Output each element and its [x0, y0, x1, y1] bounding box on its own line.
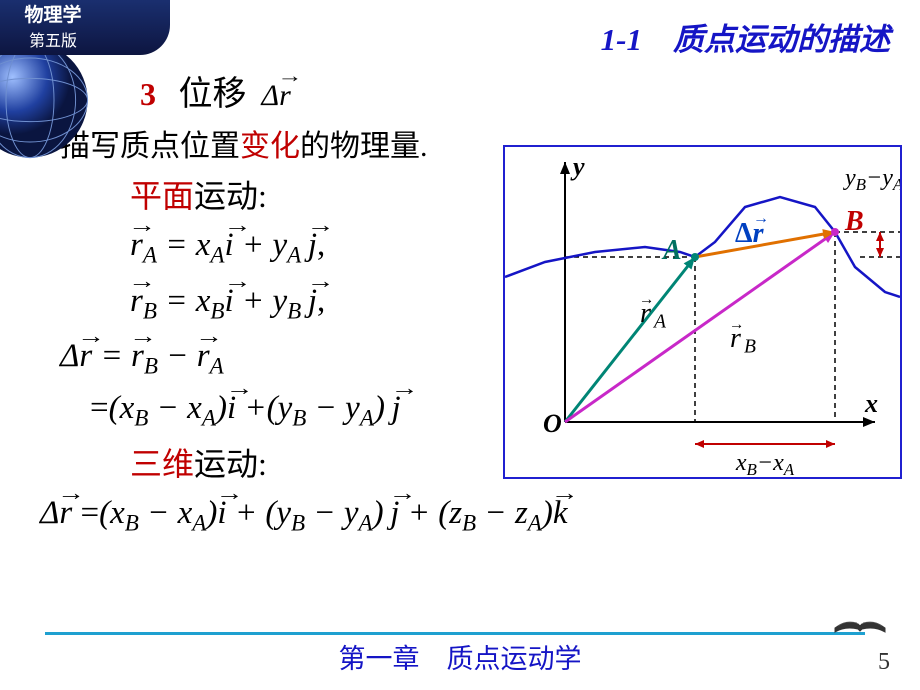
three-red: 三维 — [130, 446, 194, 482]
svg-text:B: B — [844, 206, 864, 237]
diagram-svg: OyxABrA→rB→Δr→xB−xAyB−yA — [505, 147, 900, 477]
divider — [45, 632, 865, 635]
planar-red: 平面 — [130, 178, 194, 214]
topic-line: 3 位移 Δr — [60, 66, 880, 115]
svg-text:→: → — [753, 210, 769, 227]
globe-icon — [0, 40, 90, 160]
svg-text:O: O — [543, 409, 562, 438]
title-text: 物理学 — [24, 5, 81, 26]
svg-text:B: B — [744, 337, 756, 358]
svg-text:yB−yA: yB−yA — [843, 165, 900, 194]
topic-label: 位移 — [179, 76, 247, 113]
header-title: 物理学 第五版 — [8, 4, 98, 53]
footer-chapter: 第一章 质点运动学 — [0, 637, 920, 676]
svg-text:xB−xA: xB−xA — [735, 450, 795, 477]
svg-text:→: → — [729, 316, 744, 333]
eq-3d: Δr =(xB − xA)i + (yB − yA) j + (zB − zA)… — [40, 495, 880, 537]
page-number: 5 — [878, 649, 890, 676]
section-header: 1-1 质点运动的描述 — [601, 14, 890, 59]
topic-number: 3 — [140, 76, 156, 112]
svg-text:x: x — [864, 389, 878, 418]
planar-post: 运动: — [194, 178, 267, 214]
diagram: OyxABrA→rB→Δr→xB−xAyB−yA — [503, 145, 902, 479]
svg-text:A: A — [661, 235, 682, 266]
svg-text:A: A — [652, 312, 667, 333]
svg-text:y: y — [570, 152, 585, 181]
desc-red: 变化 — [240, 130, 300, 163]
three-post: 运动: — [194, 446, 267, 482]
subtitle-text: 第五版 — [29, 33, 77, 50]
book-icon — [830, 596, 890, 638]
svg-text:→: → — [639, 291, 654, 308]
desc-post: 的物理量. — [300, 130, 428, 163]
